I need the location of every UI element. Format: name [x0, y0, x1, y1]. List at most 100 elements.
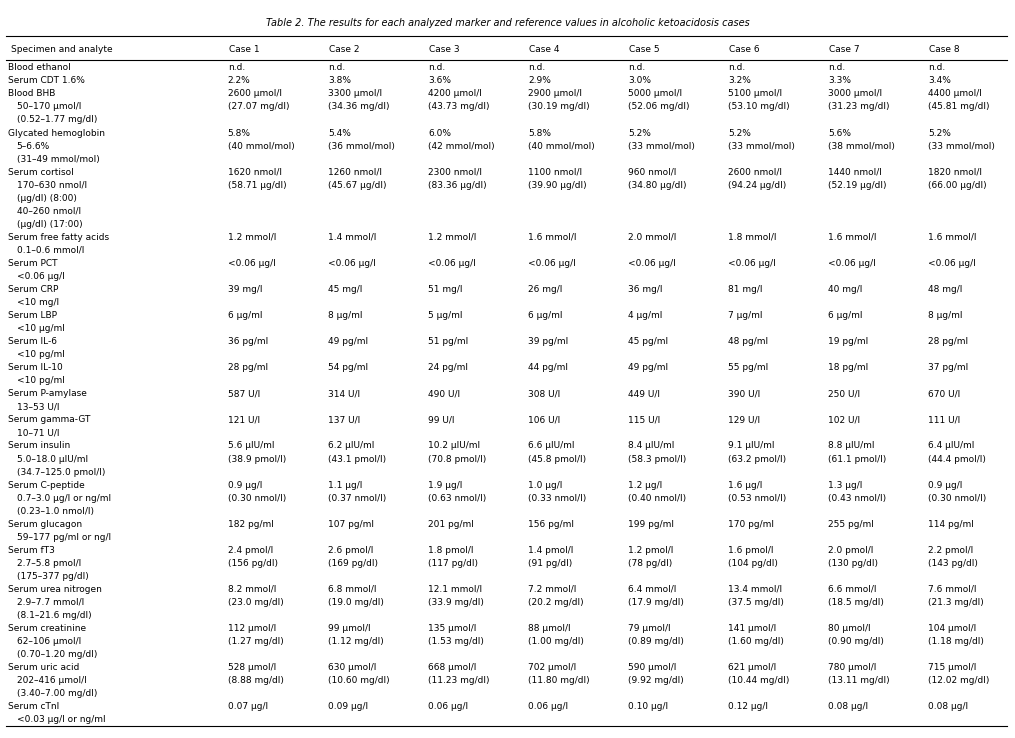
Text: 1.6 μg/l: 1.6 μg/l [728, 480, 762, 489]
Text: <10 mg/l: <10 mg/l [16, 298, 59, 307]
Text: Serum gamma-GT: Serum gamma-GT [8, 415, 90, 424]
Text: 170 pg/ml: 170 pg/ml [728, 520, 774, 528]
Text: (0.30 nmol/l): (0.30 nmol/l) [227, 494, 286, 503]
Text: <0.06 μg/l: <0.06 μg/l [16, 272, 64, 281]
Text: 199 pg/ml: 199 pg/ml [628, 520, 674, 528]
Text: Case 3: Case 3 [429, 45, 460, 54]
Text: (10.44 mg/dl): (10.44 mg/dl) [728, 676, 790, 685]
Text: 1.2 pmol/l: 1.2 pmol/l [628, 546, 673, 555]
Text: 6.6 mmol/l: 6.6 mmol/l [828, 585, 877, 594]
Text: (0.37 nmol/l): (0.37 nmol/l) [328, 494, 386, 503]
Text: 6.6 μIU/ml: 6.6 μIU/ml [528, 441, 574, 450]
Text: 8.2 mmol/l: 8.2 mmol/l [227, 585, 276, 594]
Text: 51 mg/l: 51 mg/l [428, 285, 463, 294]
Text: (53.10 mg/dl): (53.10 mg/dl) [728, 103, 790, 111]
Text: 2.2 pmol/l: 2.2 pmol/l [928, 546, 973, 555]
Text: <0.06 μg/l: <0.06 μg/l [628, 259, 676, 268]
Text: (μg/dl) (8:00): (μg/dl) (8:00) [16, 193, 76, 203]
Text: (1.12 mg/dl): (1.12 mg/dl) [328, 637, 384, 646]
Text: 3300 μmol/l: 3300 μmol/l [328, 89, 382, 98]
Text: 129 U/l: 129 U/l [728, 415, 760, 424]
Text: 630 μmol/l: 630 μmol/l [328, 663, 377, 672]
Text: (31.23 mg/dl): (31.23 mg/dl) [828, 103, 889, 111]
Text: 670 U/l: 670 U/l [928, 390, 960, 399]
Text: <0.06 μg/l: <0.06 μg/l [928, 259, 975, 268]
Text: 1.0 μg/l: 1.0 μg/l [528, 480, 562, 489]
Text: 2.2%: 2.2% [227, 76, 251, 86]
Text: (3.40–7.00 mg/dl): (3.40–7.00 mg/dl) [16, 689, 96, 698]
Text: (66.00 μg/dl): (66.00 μg/dl) [928, 181, 987, 190]
Text: (44.4 pmol/l): (44.4 pmol/l) [928, 455, 986, 463]
Text: Table 2. The results for each analyzed marker and reference values in alcoholic : Table 2. The results for each analyzed m… [266, 18, 749, 29]
Text: Serum insulin: Serum insulin [8, 441, 71, 450]
Text: 2300 nmol/l: 2300 nmol/l [428, 168, 482, 176]
Text: 10.2 μIU/ml: 10.2 μIU/ml [428, 441, 480, 450]
Text: 59–177 pg/ml or ng/l: 59–177 pg/ml or ng/l [16, 533, 111, 542]
Text: 8 μg/ml: 8 μg/ml [328, 311, 362, 320]
Text: 106 U/l: 106 U/l [528, 415, 560, 424]
Text: 1.9 μg/l: 1.9 μg/l [428, 480, 462, 489]
Text: <10 pg/ml: <10 pg/ml [16, 351, 64, 359]
Text: <0.06 μg/l: <0.06 μg/l [428, 259, 476, 268]
Text: 0.06 μg/l: 0.06 μg/l [528, 703, 568, 711]
Text: (143 pg/dl): (143 pg/dl) [928, 559, 978, 568]
Text: 4400 μmol/l: 4400 μmol/l [928, 89, 983, 98]
Text: 3.4%: 3.4% [928, 76, 951, 86]
Text: 3.8%: 3.8% [328, 76, 351, 86]
Text: 40 mg/l: 40 mg/l [828, 285, 863, 294]
Text: Serum uric acid: Serum uric acid [8, 663, 80, 672]
Text: 3.0%: 3.0% [628, 76, 651, 86]
Text: <0.06 μg/l: <0.06 μg/l [528, 259, 576, 268]
Text: (45.8 pmol/l): (45.8 pmol/l) [528, 455, 586, 463]
Text: Serum CDT 1.6%: Serum CDT 1.6% [8, 76, 85, 86]
Text: Blood BHB: Blood BHB [8, 89, 56, 98]
Text: (0.43 nmol/l): (0.43 nmol/l) [828, 494, 886, 503]
Text: 1.2 mmol/l: 1.2 mmol/l [428, 233, 476, 242]
Text: (70.8 pmol/l): (70.8 pmol/l) [428, 455, 486, 463]
Text: n.d.: n.d. [728, 63, 745, 72]
Text: 3.3%: 3.3% [828, 76, 852, 86]
Text: Case 8: Case 8 [929, 45, 960, 54]
Text: 2.4 pmol/l: 2.4 pmol/l [227, 546, 273, 555]
Text: (31–49 mmol/mol): (31–49 mmol/mol) [16, 154, 99, 164]
Text: 6.0%: 6.0% [428, 128, 451, 137]
Text: 0.07 μg/l: 0.07 μg/l [227, 703, 268, 711]
Text: 308 U/l: 308 U/l [528, 390, 560, 399]
Text: 5.2%: 5.2% [628, 128, 651, 137]
Text: (0.53 nmol/l): (0.53 nmol/l) [728, 494, 787, 503]
Text: 99 μmol/l: 99 μmol/l [328, 624, 370, 633]
Text: Case 6: Case 6 [729, 45, 759, 54]
Text: Specimen and analyte: Specimen and analyte [11, 45, 113, 54]
Text: 490 U/l: 490 U/l [428, 390, 460, 399]
Text: 1820 nmol/l: 1820 nmol/l [928, 168, 983, 176]
Text: 1.1 μg/l: 1.1 μg/l [328, 480, 362, 489]
Text: 314 U/l: 314 U/l [328, 390, 360, 399]
Text: (30.19 mg/dl): (30.19 mg/dl) [528, 103, 590, 111]
Text: (36 mmol/mol): (36 mmol/mol) [328, 142, 395, 151]
Text: (91 pg/dl): (91 pg/dl) [528, 559, 572, 568]
Text: 156 pg/ml: 156 pg/ml [528, 520, 573, 528]
Text: 390 U/l: 390 U/l [728, 390, 760, 399]
Text: (130 pg/dl): (130 pg/dl) [828, 559, 878, 568]
Text: 28 pg/ml: 28 pg/ml [227, 363, 268, 372]
Text: 81 mg/l: 81 mg/l [728, 285, 762, 294]
Text: Serum C-peptide: Serum C-peptide [8, 480, 85, 489]
Text: Serum IL-10: Serum IL-10 [8, 363, 63, 372]
Text: 50–170 μmol/l: 50–170 μmol/l [16, 103, 81, 111]
Text: Blood ethanol: Blood ethanol [8, 63, 71, 72]
Text: 44 pg/ml: 44 pg/ml [528, 363, 568, 372]
Text: 0.08 μg/l: 0.08 μg/l [828, 703, 868, 711]
Text: 1.3 μg/l: 1.3 μg/l [828, 480, 863, 489]
Text: 5.6%: 5.6% [828, 128, 852, 137]
Text: (34.7–125.0 pmol/l): (34.7–125.0 pmol/l) [16, 468, 105, 477]
Text: n.d.: n.d. [928, 63, 945, 72]
Text: 0.9 μg/l: 0.9 μg/l [227, 480, 262, 489]
Text: 1.2 μg/l: 1.2 μg/l [628, 480, 662, 489]
Text: (94.24 μg/dl): (94.24 μg/dl) [728, 181, 787, 190]
Text: 3.2%: 3.2% [728, 76, 751, 86]
Text: (23.0 mg/dl): (23.0 mg/dl) [227, 598, 283, 607]
Text: (17.9 mg/dl): (17.9 mg/dl) [628, 598, 684, 607]
Text: 5000 μmol/l: 5000 μmol/l [628, 89, 682, 98]
Text: n.d.: n.d. [428, 63, 446, 72]
Text: 141 μmol/l: 141 μmol/l [728, 624, 776, 633]
